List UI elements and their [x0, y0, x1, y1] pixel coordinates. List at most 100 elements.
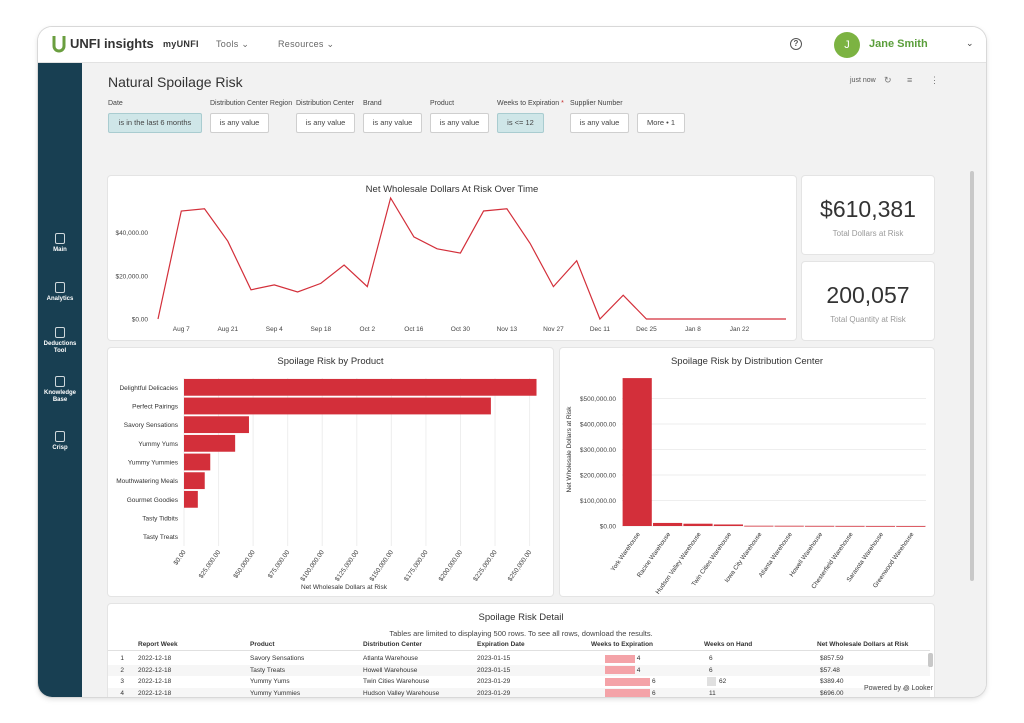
- line-x-tick-label: Aug 21: [217, 326, 238, 333]
- product-bar[interactable]: [184, 453, 211, 471]
- dc-y-tick-label: $400,000.00: [580, 422, 617, 429]
- filter-label-brand: Brand: [363, 100, 382, 107]
- refresh-icon[interactable]: ↻: [884, 75, 892, 85]
- product-bar[interactable]: [184, 378, 537, 396]
- col-header-expiration-date[interactable]: Expiration Date: [477, 641, 525, 648]
- product-bar[interactable]: [184, 490, 198, 508]
- product-chart-card: Spoilage Risk by Product $0.00 $25,000.00…: [108, 348, 553, 596]
- help-icon[interactable]: ?: [790, 38, 802, 50]
- avatar[interactable]: J: [834, 32, 860, 58]
- product-bar[interactable]: [184, 397, 491, 415]
- kpi-total-quantity-card: 200,057 Total Quantity at Risk: [802, 262, 934, 340]
- sidebar-item-crisp[interactable]: Crisp: [38, 431, 82, 452]
- product-chart-title: Spoilage Risk by Product: [277, 356, 384, 367]
- product-bar[interactable]: [184, 434, 236, 452]
- product-bar[interactable]: [184, 472, 205, 490]
- more-vert-icon[interactable]: ⋮: [930, 75, 939, 85]
- line-y-tick-label: $0.00: [132, 317, 149, 324]
- line-x-tick-label: Sep 4: [266, 326, 283, 333]
- filter-label-supplier-number: Supplier Number: [570, 100, 623, 107]
- col-header-product[interactable]: Product: [250, 641, 275, 648]
- detail-table-card: Spoilage Risk Detail Tables are limited …: [108, 604, 934, 697]
- user-menu-chevron-icon[interactable]: ⌄: [966, 38, 974, 48]
- chart-icon: [55, 282, 65, 293]
- table-cell-week: 2022-12-18: [138, 689, 172, 697]
- line-x-tick-label: Dec 25: [636, 326, 657, 333]
- filter-weeks-to-expiration[interactable]: is <= 12: [497, 113, 544, 133]
- chevron-down-icon: ⌄: [326, 39, 335, 49]
- table-cell-weeks-to-expiration: 4: [636, 655, 641, 662]
- table-cell-n: 2: [120, 666, 124, 674]
- nav-myunfi[interactable]: myUNFI: [163, 39, 199, 49]
- dc-bar[interactable]: [653, 522, 683, 526]
- dc-bar[interactable]: [774, 525, 804, 527]
- table-row[interactable]: 2 2022-12-18 Tasty Treats Howell Warehouse 2…: [108, 664, 930, 676]
- table-cell-product: Yummy Yummies: [250, 689, 301, 697]
- filter-brand[interactable]: is any value: [363, 113, 422, 133]
- dc-bar[interactable]: [865, 525, 895, 527]
- nav-tools-label: Tools: [216, 39, 239, 49]
- nav-resources[interactable]: Resources ⌄: [278, 39, 334, 50]
- kpi-total-dollars-label: Total Dollars at Risk: [832, 229, 904, 238]
- table-cell-weeks-on-hand: 6: [709, 655, 713, 662]
- dc-bar[interactable]: [622, 378, 652, 526]
- dc-bar[interactable]: [805, 525, 835, 527]
- dc-bar[interactable]: [744, 525, 774, 527]
- more-filters-button[interactable]: More • 1: [637, 113, 685, 133]
- dc-y-tick-label: $0.00: [600, 524, 617, 531]
- col-header-report-week[interactable]: Report Week: [138, 641, 178, 648]
- line-series-line[interactable]: [157, 196, 786, 321]
- nav-resources-label: Resources: [278, 39, 324, 49]
- unfi-logo-icon[interactable]: [52, 35, 66, 53]
- table-scrollbar[interactable]: [928, 653, 933, 667]
- app-window: UNFI insights myUNFI Tools ⌄ Resources ⌄…: [38, 27, 986, 697]
- sidebar-item-analytics[interactable]: Analytics: [38, 282, 82, 303]
- col-header-weeks-on-hand[interactable]: Weeks on Hand: [704, 641, 753, 648]
- weeks-on-hand-bar: [707, 677, 716, 686]
- filter-product[interactable]: is any value: [430, 113, 489, 133]
- dc-bar[interactable]: [835, 525, 865, 527]
- page-scrollbar[interactable]: [970, 171, 974, 581]
- app-logo-text[interactable]: UNFI insights: [70, 36, 154, 51]
- filter-dc[interactable]: is any value: [296, 113, 355, 133]
- nav-tools[interactable]: Tools ⌄: [216, 39, 249, 50]
- dc-bar[interactable]: [713, 524, 743, 526]
- table-cell-exp: 2023-01-15: [477, 655, 511, 662]
- table-cell-weeks-to-expiration: 4: [636, 666, 641, 674]
- filter-date[interactable]: is in the last 6 months: [108, 113, 202, 133]
- table-row[interactable]: 3 2022-12-18 Yummy Yums Twin Cities Warehou…: [108, 676, 930, 687]
- table-cell-product: Savory Sensations: [250, 655, 305, 662]
- line-x-tick-label: Nov 27: [543, 326, 564, 333]
- page-title: Natural Spoilage Risk: [108, 74, 243, 90]
- filter-supplier-number[interactable]: is any value: [570, 113, 629, 133]
- line-y-tick-label: $20,000.00: [115, 273, 148, 280]
- product-category-label: Delightful Delicacies: [119, 385, 178, 392]
- col-header-weeks-to-expiration[interactable]: Weeks to Expiration: [591, 641, 654, 648]
- sidebar-item-main[interactable]: Main: [38, 233, 82, 254]
- product-x-tick-label: $175,000.00: [403, 549, 430, 583]
- sidebar-item-knowledge-base[interactable]: Knowledge Base: [38, 376, 82, 404]
- table-cell-dc: Hudson Valley Warehouse: [363, 689, 440, 697]
- product-x-tick-label: $125,000.00: [334, 549, 361, 583]
- home-icon: [55, 233, 65, 244]
- table-row[interactable]: 1 2022-12-18 Savory Sensations Atlanta Ware…: [108, 653, 930, 664]
- dc-bar[interactable]: [683, 523, 713, 526]
- filter-icon[interactable]: ≡: [907, 75, 913, 85]
- filter-dc-region[interactable]: is any value: [210, 113, 269, 133]
- dc-y-axis-label: Net Wholesale Dollars at Risk: [566, 406, 573, 493]
- document-icon: [55, 327, 65, 338]
- sidebar-item-deductions-tool[interactable]: Deductions Tool: [38, 327, 82, 355]
- col-header-net-wholesale-dollars[interactable]: Net Wholesale Dollars at Risk: [817, 641, 909, 648]
- line-x-tick-label: Sep 18: [311, 326, 332, 333]
- table-row[interactable]: 4 2022-12-18 Yummy Yummies Hudson Valley Wa…: [108, 687, 930, 697]
- required-marker: *: [561, 100, 564, 107]
- table-cell-product: Yummy Yums: [250, 678, 290, 685]
- dc-y-tick-label: $300,000.00: [580, 447, 617, 454]
- dc-category-label: Howell Warehouse: [788, 531, 824, 579]
- product-bar[interactable]: [184, 416, 249, 434]
- table-cell-week: 2022-12-18: [138, 655, 172, 662]
- line-x-tick-label: Oct 2: [360, 326, 376, 333]
- col-header-distribution-center[interactable]: Distribution Center: [363, 641, 422, 648]
- user-name[interactable]: Jane Smith: [869, 38, 928, 50]
- dc-bar[interactable]: [896, 525, 926, 527]
